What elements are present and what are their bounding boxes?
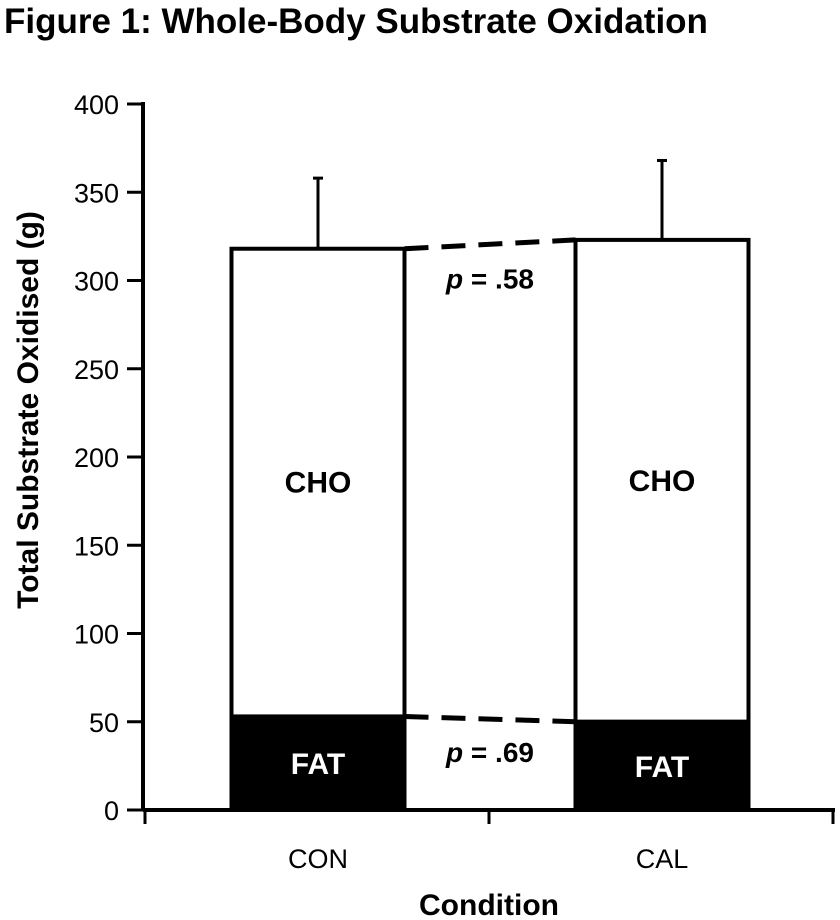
- bar-segment-fat: [573, 719, 751, 812]
- x-axis: CON CAL: [143, 808, 835, 874]
- chart-title: Figure 1: Whole-Body Substrate Oxidation: [4, 2, 708, 41]
- segment-label-cho: CHO: [285, 467, 352, 500]
- y-tick-label: 50: [89, 708, 119, 738]
- y-tick-label: 100: [74, 620, 119, 650]
- y-tick-label: 200: [74, 443, 119, 473]
- segment-label-fat: FAT: [291, 748, 345, 781]
- y-tick-label: 400: [74, 90, 119, 120]
- bar-segment-fat: [229, 714, 407, 813]
- comparison-line-totals: [404, 237, 576, 252]
- p-symbol: p: [445, 264, 463, 295]
- y-tick-label: 250: [74, 355, 119, 385]
- comparison-connectors: p = .58p = .69: [404, 237, 576, 768]
- y-tick-label: 350: [74, 178, 119, 208]
- x-axis-title: Condition: [419, 889, 559, 920]
- bar-segment-cho: [229, 246, 407, 719]
- x-category-label: CON: [288, 844, 348, 874]
- y-tick-label: 150: [74, 531, 119, 561]
- x-category-label: CAL: [636, 844, 689, 874]
- p-value-text: = .69: [463, 737, 534, 768]
- y-tick-label: 0: [104, 796, 119, 826]
- y-axis: 0 50 100 150 200 250 300 350 400: [74, 90, 145, 826]
- segment-label-fat: FAT: [635, 751, 689, 784]
- p-symbol: p: [445, 737, 463, 768]
- p-value-fat: p = .69: [445, 737, 534, 768]
- y-tick-label: 300: [74, 267, 119, 297]
- segment-label-cho: CHO: [629, 465, 696, 498]
- bars: CHO FAT CHO FAT: [229, 158, 751, 813]
- comparison-line-fat: [404, 713, 576, 725]
- p-value-text: = .58: [463, 264, 534, 295]
- y-axis-title: Total Substrate Oxidised (g): [12, 211, 45, 609]
- p-value-totals: p = .58: [445, 264, 534, 295]
